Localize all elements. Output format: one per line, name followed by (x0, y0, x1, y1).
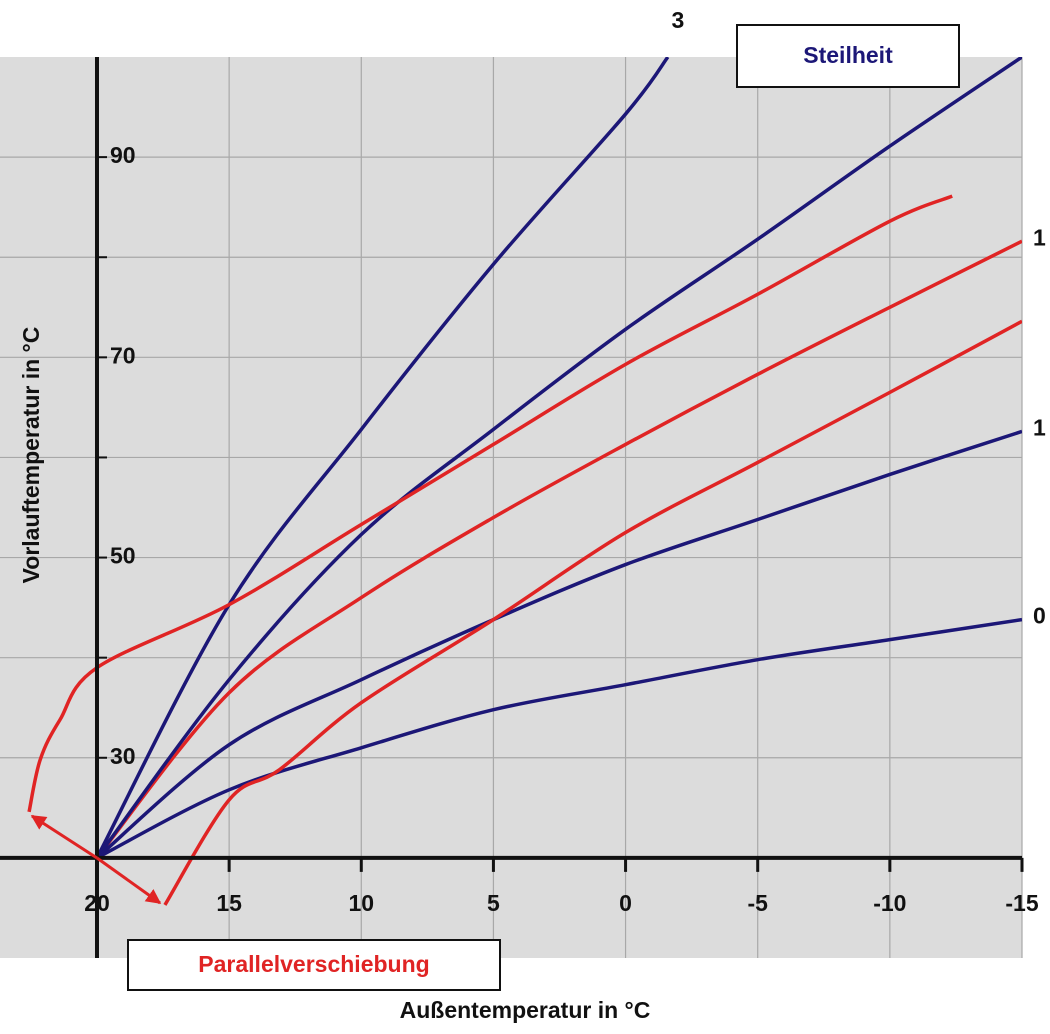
shift-label: Parallelverschiebung (198, 951, 429, 977)
y-tick-label: 90 (110, 142, 136, 168)
slope-label: Steilheit (803, 42, 893, 68)
shift-arrow (96, 856, 162, 905)
curve (27, 194, 953, 813)
curve (95, 57, 1022, 859)
x-tick-label: -5 (747, 890, 768, 916)
curve (95, 239, 1022, 859)
y-tick-label: 50 (110, 543, 136, 569)
curve-label: 3 (671, 7, 684, 33)
y-tick-label: 70 (110, 342, 136, 368)
curve (95, 57, 670, 859)
curve (96, 617, 1022, 860)
y-tick-label: 30 (110, 743, 136, 769)
x-tick-label: -10 (873, 890, 906, 916)
curve-label: 1 (1033, 414, 1046, 440)
slope-box (736, 24, 960, 88)
shift-arrow (30, 814, 98, 860)
curve (163, 319, 1022, 906)
curve-label: 1 (1033, 224, 1046, 250)
x-tick-label: 10 (348, 890, 374, 916)
y-axis-title: Vorlauftemperatur in °C (18, 327, 44, 584)
x-tick-label: 15 (216, 890, 242, 916)
x-axis-title: Außentemperatur in °C (400, 997, 651, 1023)
x-tick-label: -15 (1005, 890, 1038, 916)
curves (27, 57, 1022, 906)
x-tick-label: 0 (619, 890, 632, 916)
x-tick-label: 5 (487, 890, 500, 916)
curve (95, 429, 1022, 860)
shift-box (127, 939, 501, 991)
curve-label: 0 (1033, 603, 1046, 629)
